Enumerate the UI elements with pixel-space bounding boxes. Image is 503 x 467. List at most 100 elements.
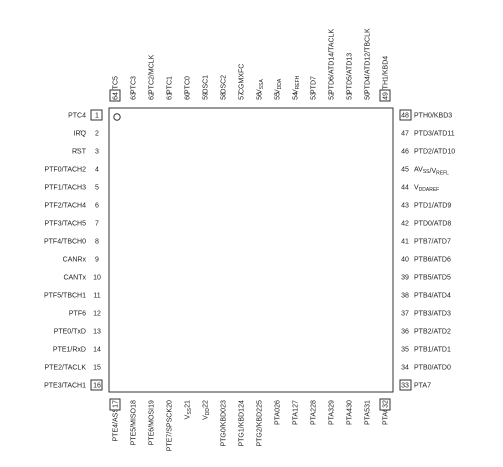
pin-label-50: PTD4/ATD12/TBCLK (365, 28, 372, 94)
pin-label-44: VDDAREF (414, 185, 439, 194)
pin-number-36: 36 (401, 329, 409, 336)
pin-number-46: 46 (401, 149, 409, 156)
pin-number-33: 33 (401, 383, 409, 390)
pin-number-28: 28 (311, 400, 318, 408)
pin-label-32: PTA6 (383, 408, 390, 425)
pin-label-14: PTE1/RxD (53, 347, 86, 354)
pin-label-21: VSS (185, 407, 194, 419)
pin-layer: PTC4 1 IRQ 2 RST 3 PTF0/TACH2 4 PTF1/TACH3 5 PTF2/… (44, 28, 455, 451)
pin-number-17: 17 (113, 400, 120, 408)
pin-number-18: 18 (131, 400, 138, 408)
pin-number-5: 5 (95, 185, 99, 192)
pin-number-30: 30 (347, 400, 354, 408)
pin-label-34: PTB0/ATD0 (414, 365, 451, 372)
pin-number-26: 26 (275, 400, 282, 408)
pin-label-29: PTA3 (329, 408, 336, 425)
pin-number-42: 42 (401, 221, 409, 228)
pin-number-32: 32 (383, 400, 390, 408)
pin-number-34: 34 (401, 365, 409, 372)
pin-label-46: PTD2/ATD10 (414, 149, 455, 156)
pin-label-55: VDDA (275, 78, 284, 94)
pin-number-51: 51 (347, 92, 354, 100)
pin-number-62: 62 (149, 92, 156, 100)
pin-label-52: PTD6/ATD14/TACLK (329, 29, 336, 94)
pin-label-9: CANRx (63, 257, 87, 264)
pin-number-63: 63 (131, 92, 138, 100)
pin-label-51: PTD5/ATD13 (347, 53, 354, 94)
pin-label-10: CANTx (63, 275, 86, 282)
pin-number-38: 38 (401, 293, 409, 300)
pin-label-25: PTG2/KBD2 (257, 408, 264, 447)
pin-number-1: 1 (95, 113, 99, 120)
pin-number-box-1 (90, 109, 103, 121)
pin-number-19: 19 (149, 400, 156, 408)
pin-label-61: PTC1 (167, 76, 174, 94)
pin-label-59: OSC1 (203, 75, 210, 94)
pin-number-29: 29 (329, 400, 336, 408)
pin-label-53: PTD7 (311, 76, 318, 94)
pin-label-24: PTG1/KBD1 (239, 408, 246, 447)
pin-number-13: 13 (93, 329, 101, 336)
pin-label-58: OSC2 (221, 75, 228, 94)
pin-label-17: PTE4/ASS (113, 408, 120, 442)
pin-label-39: PTB5/ATD5 (414, 275, 451, 282)
pin-number-56: 56 (257, 92, 264, 100)
pin-label-1: PTC4 (68, 113, 86, 120)
pin-label-5: PTF1/TACH3 (44, 185, 86, 192)
pin-number-box-16 (90, 379, 103, 391)
pin-label-43: PTD1/ATD9 (414, 203, 451, 210)
pin-number-25: 25 (257, 400, 264, 408)
pin-label-63: PTC3 (131, 76, 138, 94)
pin-number-58: 58 (221, 92, 228, 100)
pin-number-4: 4 (95, 167, 99, 174)
pin-label-20: PTE7/SPSCK (167, 408, 174, 452)
pin-label-27: PTA1 (293, 408, 300, 425)
pin-label-56: VSSA (257, 79, 266, 94)
pin-number-24: 24 (239, 400, 246, 408)
pin-number-31: 31 (365, 400, 372, 408)
chip-body (108, 107, 394, 393)
pin-number-50: 50 (365, 92, 372, 100)
pin-label-28: PTA2 (311, 408, 318, 425)
pin-label-15: PTE2/TACLK (44, 365, 86, 372)
pin-number-37: 37 (401, 311, 409, 318)
pin-label-60: PTC0 (185, 76, 192, 94)
pin-number-2: 2 (95, 131, 99, 138)
pin-number-9: 9 (95, 257, 99, 264)
pin-number-49: 49 (383, 92, 390, 100)
pin-label-19: PTE6/MOSI (149, 408, 156, 445)
pin-label-13: PTE0/TxD (54, 329, 86, 336)
pin-label-31: PTA5 (365, 408, 372, 425)
pin-number-27: 27 (293, 400, 300, 408)
pin-number-20: 20 (167, 400, 174, 408)
pin-label-11: PTF5/TBCH1 (44, 293, 86, 300)
pin-number-60: 60 (185, 92, 192, 100)
pin-number-55: 55 (275, 92, 282, 100)
pin-label-47: PTD3/ATD11 (414, 131, 455, 138)
pin-number-23: 23 (221, 400, 228, 408)
pin-number-61: 61 (167, 92, 174, 100)
pin-label-30: PTA4 (347, 408, 354, 425)
pin-number-box-17 (109, 398, 121, 411)
pin-number-11: 11 (93, 293, 100, 300)
pin-number-21: 21 (185, 400, 192, 408)
pin-label-57: CGMXFC (239, 64, 246, 94)
pin-label-2: IRQ (74, 131, 87, 138)
pin-number-7: 7 (95, 221, 99, 228)
pin-label-42: PTD0/ATD8 (414, 221, 451, 228)
pin-label-3: RST (72, 149, 87, 156)
pin-label-33: PTA7 (414, 383, 431, 390)
pin-number-12: 12 (93, 311, 101, 318)
pin-number-52: 52 (329, 92, 336, 100)
pin-label-41: PTB7/ATD7 (414, 239, 451, 246)
pin-label-62: PTC2/MCLK (149, 54, 156, 94)
pin-number-14: 14 (93, 347, 101, 354)
pin-label-4: PTF0/TACH2 (44, 167, 86, 174)
pin-number-41: 41 (401, 239, 409, 246)
pin-label-40: PTB6/ATD6 (414, 257, 451, 264)
pin-number-10: 10 (93, 275, 101, 282)
pin-number-16: 16 (93, 383, 101, 390)
pin-number-59: 59 (203, 92, 210, 100)
pin-label-22: VDD (203, 408, 212, 420)
